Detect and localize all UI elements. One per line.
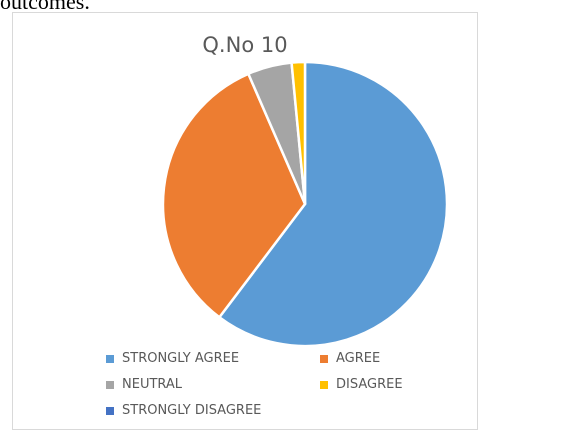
chart-title: Q.No 10 (202, 33, 288, 57)
pie-slice-agree (161, 72, 307, 319)
pie-chart (161, 60, 449, 348)
chart-frame: Q.No 10 STRONGLY AGREE AGREE NEUTRAL DISAGR… (12, 12, 478, 430)
pie-slice-disagree (290, 60, 307, 206)
pie-slice-strongly-agree (218, 60, 449, 348)
document-text-fragment: outcomes. (0, 0, 90, 14)
